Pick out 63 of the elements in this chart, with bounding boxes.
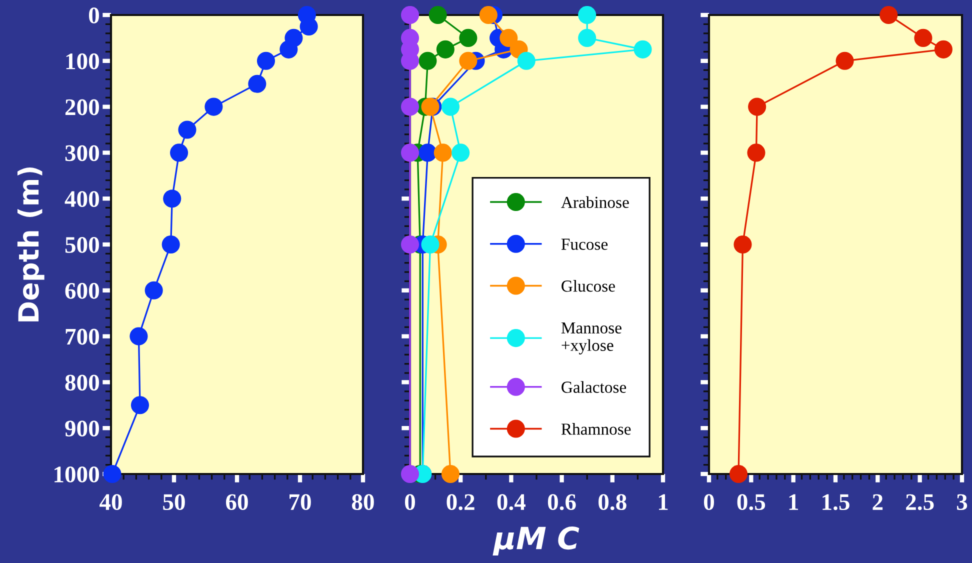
y-tick-label: 0 <box>88 7 99 24</box>
x-tick-label: 2 <box>872 494 883 510</box>
point <box>130 396 150 414</box>
x-tick-label: 50 <box>163 494 185 510</box>
point <box>178 120 196 139</box>
x-tick-label: 2.5 <box>906 494 934 510</box>
x-tick-label: 0.4 <box>497 494 526 510</box>
x-tick-label: 0.2 <box>446 494 474 510</box>
point <box>578 28 596 47</box>
x-tick-label: 1 <box>789 494 798 510</box>
y-tick-label: 800 <box>65 374 99 391</box>
point <box>729 464 748 484</box>
legend-label: Arabinose <box>561 196 629 208</box>
point <box>934 40 952 58</box>
x-tick-label: 0 <box>404 494 416 510</box>
x-axis-title: μM C <box>492 526 580 556</box>
point <box>248 74 266 93</box>
point <box>163 190 182 208</box>
y-tick-label: 500 <box>65 236 99 253</box>
point <box>256 52 276 70</box>
point <box>914 28 932 47</box>
x-tick-label: 0.5 <box>737 494 766 510</box>
x-tick-label: 40 <box>100 494 122 510</box>
y-tick-label: 100 <box>66 53 99 70</box>
point <box>517 52 536 70</box>
x-tick-label: 3 <box>956 494 968 510</box>
x-tick-label: 1.5 <box>822 494 850 510</box>
point <box>880 6 898 24</box>
point <box>578 6 596 24</box>
y-tick-label: 900 <box>65 420 99 437</box>
point <box>734 235 752 254</box>
point <box>162 235 180 254</box>
point <box>130 327 148 346</box>
y-tick-label: 700 <box>66 328 99 345</box>
point <box>634 40 652 58</box>
y-tick-label: 400 <box>64 191 99 208</box>
x-tick-label: 0.8 <box>598 494 626 510</box>
point <box>479 6 498 24</box>
legend-label: Glucose <box>562 280 615 292</box>
point <box>500 28 518 47</box>
point <box>170 144 188 162</box>
legend-label: Rhamnose <box>561 423 631 435</box>
y-tick-label: 1000 <box>54 466 99 482</box>
x-tick-label: 80 <box>352 494 374 510</box>
legend-label: Fucose <box>561 238 608 250</box>
x-tick-label: 0.6 <box>548 494 576 510</box>
y-tick-label: 200 <box>65 99 99 116</box>
point <box>280 40 298 58</box>
y-axis-title: Depth (m) <box>17 167 44 322</box>
x-tick-label: 70 <box>290 494 311 510</box>
point <box>204 98 223 116</box>
y-tick-label: 600 <box>65 282 99 299</box>
point <box>144 281 163 300</box>
x-tick-label: 60 <box>226 494 248 510</box>
point <box>103 464 122 484</box>
x-tick-label: 0 <box>704 494 714 510</box>
y-tick-label: 300 <box>65 145 99 162</box>
point <box>836 52 854 70</box>
point <box>748 98 766 116</box>
legend-label: Mannose +xylose <box>561 322 622 354</box>
legend-label: Galactose <box>562 381 626 393</box>
x-tick-label: 1 <box>658 494 668 510</box>
point <box>747 144 766 162</box>
